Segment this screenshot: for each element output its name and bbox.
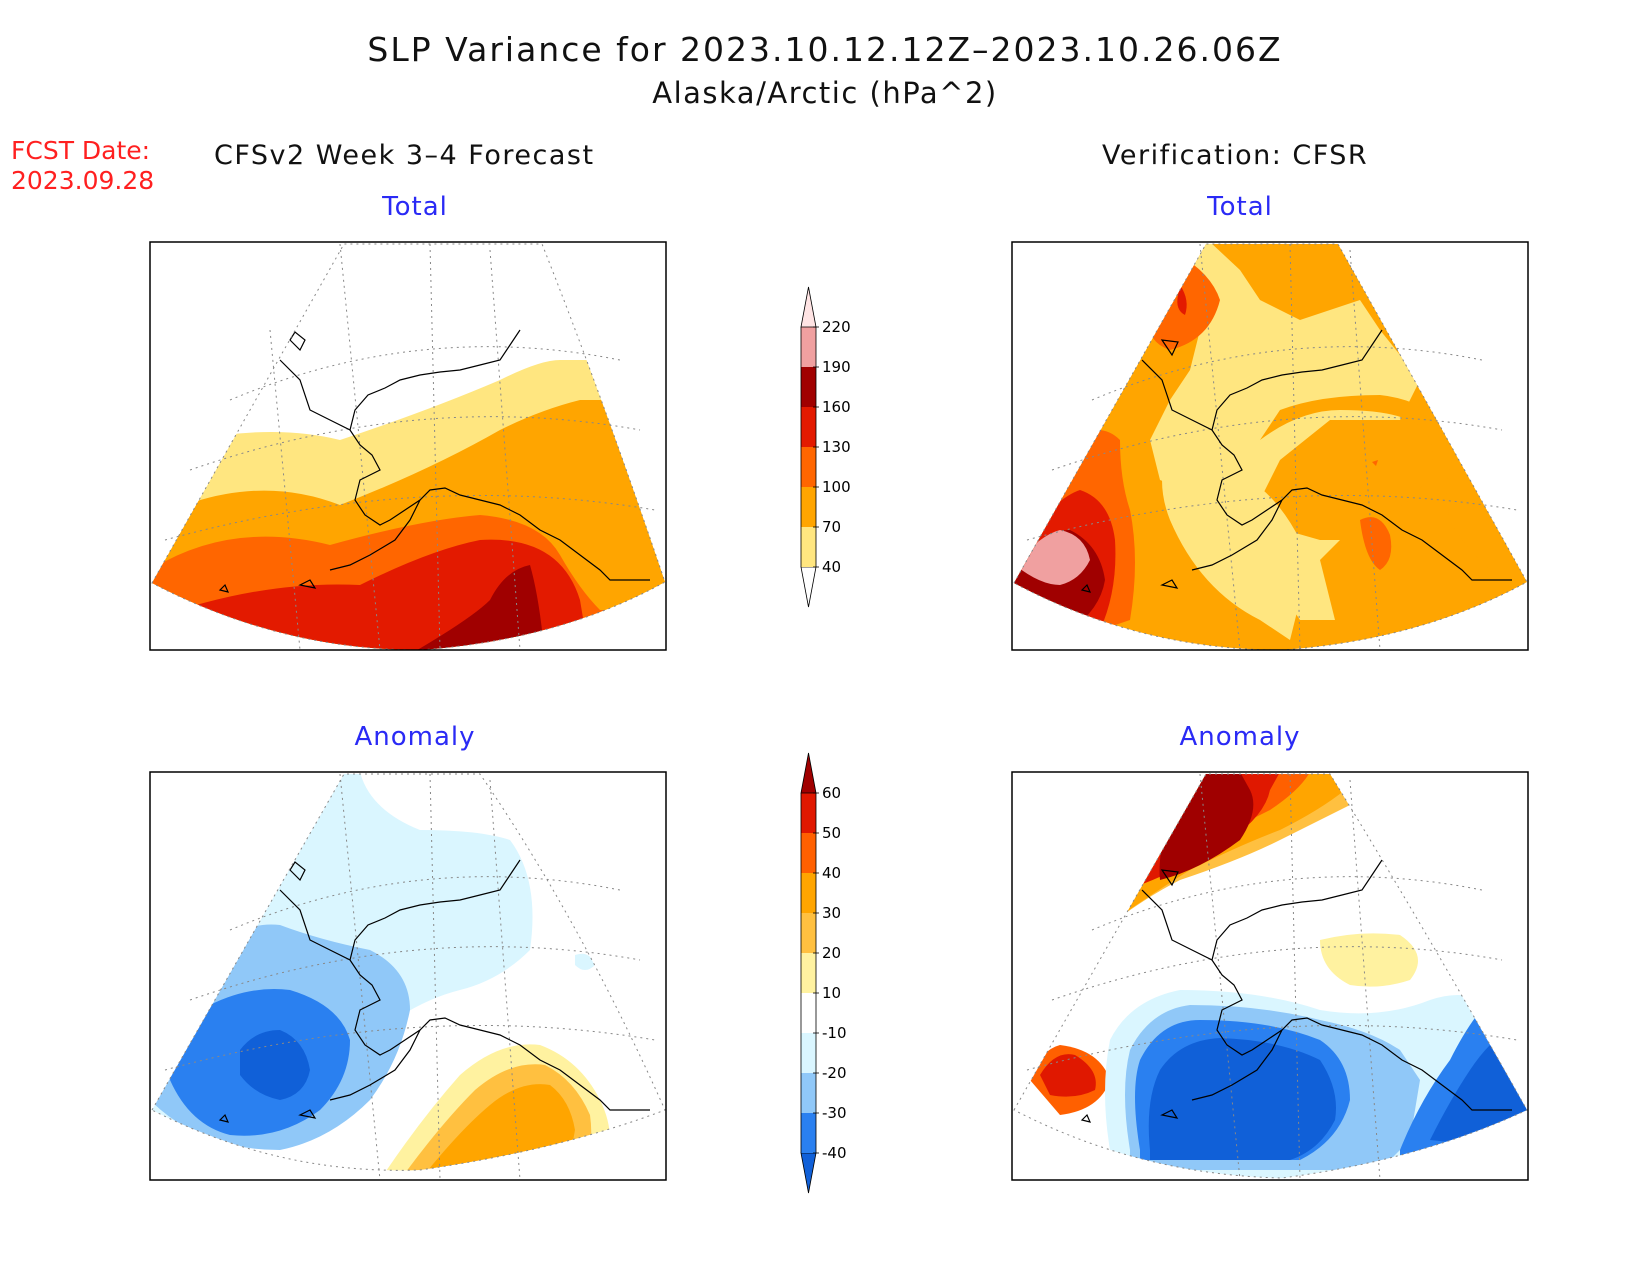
panel-title-verification-total: Total <box>1207 192 1273 222</box>
anomaly-colorbar-segment <box>801 1073 816 1113</box>
anomaly-colorbar-segment <box>801 873 816 913</box>
verification-anomaly-map <box>1013 773 1528 1180</box>
fcst-date-label: FCST Date: <box>11 136 151 165</box>
anomaly-colorbar-tick-label: 40 <box>822 864 841 882</box>
total-colorbar-tick-label: 100 <box>822 478 851 496</box>
anomaly-colorbar-tick-label: 20 <box>822 944 841 962</box>
verification-total-frame <box>1011 241 1529 651</box>
anomaly-colorbar-tick-label: -10 <box>822 1024 847 1042</box>
forecast-total-map <box>151 243 666 650</box>
anomaly-colorbar-tick-label: 10 <box>822 984 841 1002</box>
anomaly-colorbar-tick-label: -30 <box>822 1104 847 1122</box>
anomaly-colorbar-segment <box>801 1033 816 1073</box>
anomaly-colorbar-tick-label: -40 <box>822 1144 847 1162</box>
anomaly-colorbar-segment <box>801 953 816 993</box>
colorbar-total: 40 70 100 130 160 190 220 <box>800 286 851 608</box>
total-colorbar-segment <box>801 447 816 487</box>
total-colorbar-tick-label: 190 <box>822 358 851 376</box>
anomaly-colorbar-segment <box>801 793 816 833</box>
total-colorbar-segment <box>801 327 816 367</box>
panel-title-verification-anomaly: Anomaly <box>1179 722 1301 752</box>
verification-column-title: Verification: CFSR <box>1102 140 1369 171</box>
forecast-column-title: CFSv2 Week 3–4 Forecast <box>214 140 595 171</box>
anomaly-colorbar-segment <box>801 993 816 1033</box>
forecast-total-frame <box>149 241 667 651</box>
total-colorbar-tick-label: 70 <box>822 518 841 536</box>
total-colorbar-tick-label: 220 <box>822 318 851 336</box>
anomaly-colorbar-segment <box>801 833 816 873</box>
forecast-anomaly-frame <box>149 771 667 1181</box>
panel-title-forecast-anomaly: Anomaly <box>354 722 476 752</box>
total-colorbar-tick-label: 40 <box>822 558 841 576</box>
anomaly-colorbar-segment <box>801 1113 816 1153</box>
anomaly-colorbar-tick-label: 30 <box>822 904 841 922</box>
anomaly-colorbar-tick-label: -20 <box>822 1064 847 1082</box>
total-colorbar-tick-label: 130 <box>822 438 851 456</box>
total-colorbar-segment <box>801 407 816 447</box>
verification-anomaly-frame <box>1011 771 1529 1181</box>
anomaly-colorbar-end-high <box>800 752 817 794</box>
anomaly-colorbar-tick-label: 60 <box>822 784 841 802</box>
total-colorbar-segment <box>801 367 816 407</box>
colorbar-anomaly: -40 -30 -20 -10 10 20 30 40 50 60 <box>800 752 847 1194</box>
chart-subtitle: Alaska/Arctic (hPa^2) <box>652 76 998 110</box>
anomaly-colorbar-tick-label: 50 <box>822 824 841 842</box>
total-colorbar-end-high <box>800 286 817 328</box>
total-colorbar-tick-label: 160 <box>822 398 851 416</box>
anomaly-colorbar-segment <box>801 913 816 953</box>
total-colorbar-segment <box>801 527 816 567</box>
chart-title: SLP Variance for 2023.10.12.12Z–2023.10.… <box>367 30 1283 69</box>
verification-total-map <box>1013 243 1528 650</box>
total-colorbar-end-low <box>800 566 817 608</box>
total-colorbar-segment <box>801 487 816 527</box>
anomaly-colorbar-end-low <box>800 1152 817 1194</box>
forecast-anomaly-map <box>151 773 666 1180</box>
panel-title-forecast-total: Total <box>382 192 448 222</box>
fcst-date-value: 2023.09.28 <box>11 166 155 195</box>
